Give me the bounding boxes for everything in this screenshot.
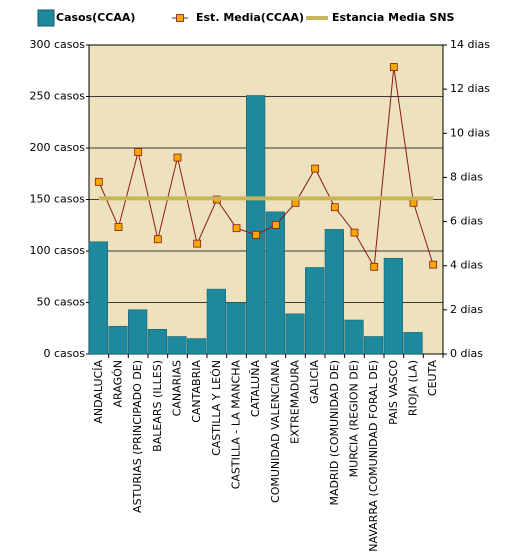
marker [94, 177, 103, 186]
y-tick-label: 150 casos [30, 193, 86, 206]
bar [383, 257, 403, 355]
x-tick-label: CASTILLA Y LEÓN [210, 360, 223, 456]
marker [271, 220, 280, 229]
legend-swatch [176, 14, 184, 22]
y2-tick-label: 12 dias [450, 82, 490, 95]
x-tick-label: PAIS VASCO [387, 360, 400, 425]
y2-tick-label: 4 dias [450, 259, 483, 272]
x-tick-label: CATALUÑA [249, 360, 262, 418]
x-tick-label: CANARIAS [171, 360, 184, 416]
marker [173, 153, 182, 162]
y-tick-label: 200 casos [30, 141, 86, 154]
bar [226, 302, 246, 355]
legend-label: Estancia Media SNS [332, 11, 455, 24]
bar [88, 241, 108, 355]
marker [370, 262, 379, 271]
bar [128, 309, 148, 355]
bar [364, 336, 384, 355]
x-tick-label: NAVARRA (COMUNIDAD FORAL DE) [367, 360, 380, 551]
y2-tick-label: 14 dias [450, 38, 490, 51]
x-tick-label: RIOJA (LA) [407, 360, 420, 416]
x-tick-label: ANDALUCÍA [92, 360, 105, 424]
marker [389, 63, 398, 71]
y-tick-label: 0 casos [44, 347, 86, 360]
x-tick-label: MURCIA (REGION DE) [348, 360, 361, 477]
x-tick-label: CANTABRIA [190, 360, 203, 423]
line [98, 66, 434, 269]
y2-tick-label: 8 dias [450, 170, 483, 183]
x-tick-label: CEUTA [426, 360, 439, 397]
marker [134, 148, 143, 156]
y-tick-label: 100 casos [30, 244, 86, 257]
legend-swatch [37, 9, 55, 27]
bar [285, 313, 305, 355]
x-tick-label: ASTURIAS (PRINCIPADO DE) [131, 360, 144, 513]
x-tick-label: EXTREMADURA [289, 360, 302, 444]
marker [114, 223, 123, 231]
marker [252, 230, 261, 239]
bar [206, 288, 226, 355]
y-tick-label: 300 casos [30, 38, 86, 51]
marker [429, 260, 438, 269]
y2-tick-label: 2 dias [450, 303, 483, 316]
bar [187, 338, 207, 355]
marker [311, 164, 320, 173]
bar [246, 95, 266, 355]
x-tick-label: COMUNIDAD VALENCIANA [269, 360, 282, 503]
x-tick-label: GALICIA [308, 360, 321, 404]
bar [147, 329, 167, 355]
marker [330, 203, 339, 212]
marker [153, 235, 162, 244]
bar [344, 319, 364, 355]
y-tick-label: 50 casos [37, 296, 86, 309]
marker [350, 228, 359, 237]
legend-label: Casos(CCAA) [56, 11, 135, 24]
bar [324, 229, 344, 355]
bar [108, 325, 128, 355]
x-tick-label: MADRID (COMUNIDAD DE) [328, 360, 341, 505]
y2-tick-label: 10 dias [450, 126, 490, 139]
x-tick-label: CASTILLA - LA MANCHA [230, 360, 243, 490]
bar [265, 211, 285, 355]
marker [193, 239, 202, 248]
y-tick-label: 250 casos [30, 90, 86, 103]
legend-label: Est. Media(CCAA) [196, 11, 304, 24]
y2-tick-label: 6 dias [450, 215, 483, 228]
bar [305, 267, 325, 355]
marker [232, 224, 241, 233]
x-tick-label: ARAGÓN [112, 360, 125, 407]
bar [167, 336, 187, 355]
y2-tick-label: 0 dias [450, 347, 483, 360]
x-tick-label: BALEARS (ILLES) [151, 360, 164, 452]
bar [403, 332, 423, 355]
